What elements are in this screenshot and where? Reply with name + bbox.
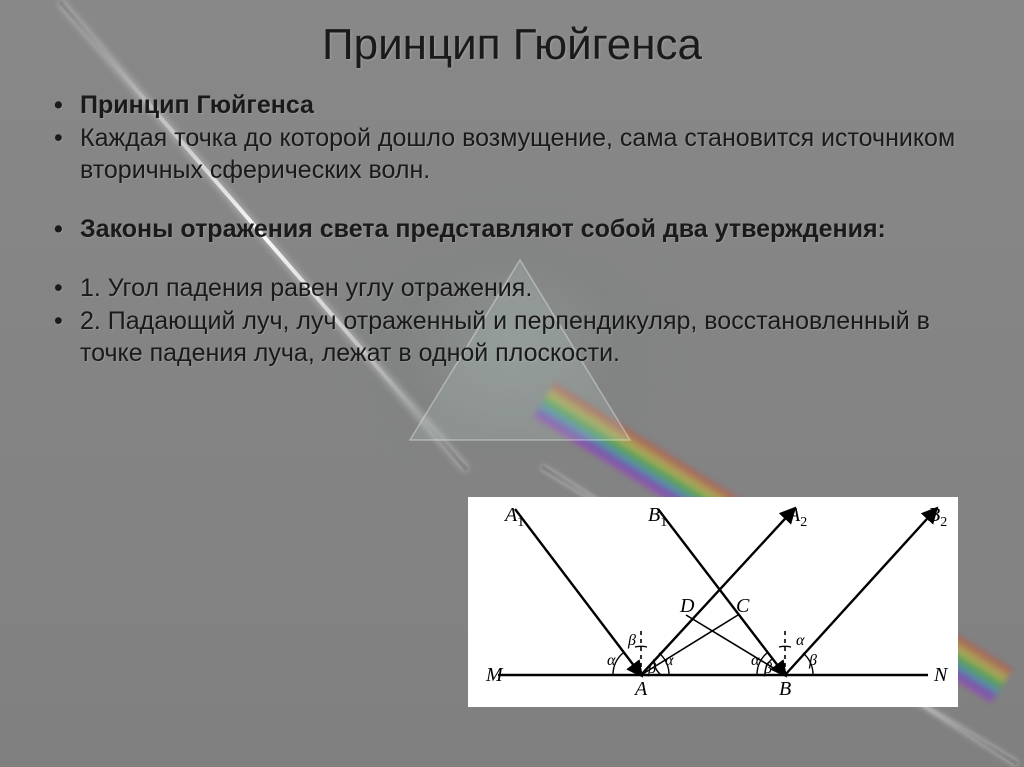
label-beta-B-bottom: β bbox=[763, 660, 772, 677]
reflection-diagram: A1 B1 A2 B2 A B M N D C α β α β α β α β bbox=[468, 497, 958, 707]
bullet-principle-text: Каждая точка до которой дошло возмущение… bbox=[80, 123, 974, 186]
bullet-law-1: 1. Угол падения равен углу отражения. bbox=[80, 273, 974, 304]
label-C: C bbox=[736, 595, 750, 617]
label-A: A bbox=[633, 678, 648, 700]
label-A2: A2 bbox=[786, 504, 807, 530]
bullet-principle-heading: Принцип Гюйгенса bbox=[80, 90, 974, 121]
bullet-list: Принцип Гюйгенса Каждая точка до которой… bbox=[50, 90, 974, 369]
label-beta-A-top: β bbox=[627, 632, 636, 649]
label-beta-A-bottom: β bbox=[647, 660, 656, 677]
label-N: N bbox=[933, 664, 949, 686]
label-beta-B-right: β bbox=[808, 652, 817, 669]
label-D: D bbox=[679, 595, 695, 617]
slide-content: Принцип Гюйгенса Принцип Гюйгенса Каждая… bbox=[0, 0, 1024, 391]
page-title: Принцип Гюйгенса bbox=[50, 20, 974, 70]
bullet-laws-heading: Законы отражения света представляют собо… bbox=[80, 214, 974, 245]
label-B2: B2 bbox=[928, 504, 947, 530]
label-M: M bbox=[485, 664, 504, 686]
label-alpha-A-left: α bbox=[607, 652, 616, 669]
label-alpha-B-top: α bbox=[796, 632, 805, 649]
label-B1: B1 bbox=[648, 504, 667, 530]
label-alpha-A-right: α bbox=[665, 652, 674, 669]
bullet-law-2: 2. Падающий луч, луч отраженный и перпен… bbox=[80, 306, 974, 369]
label-B: B bbox=[779, 678, 791, 700]
label-A1: A1 bbox=[503, 504, 524, 530]
label-alpha-B-left: α bbox=[751, 652, 760, 669]
